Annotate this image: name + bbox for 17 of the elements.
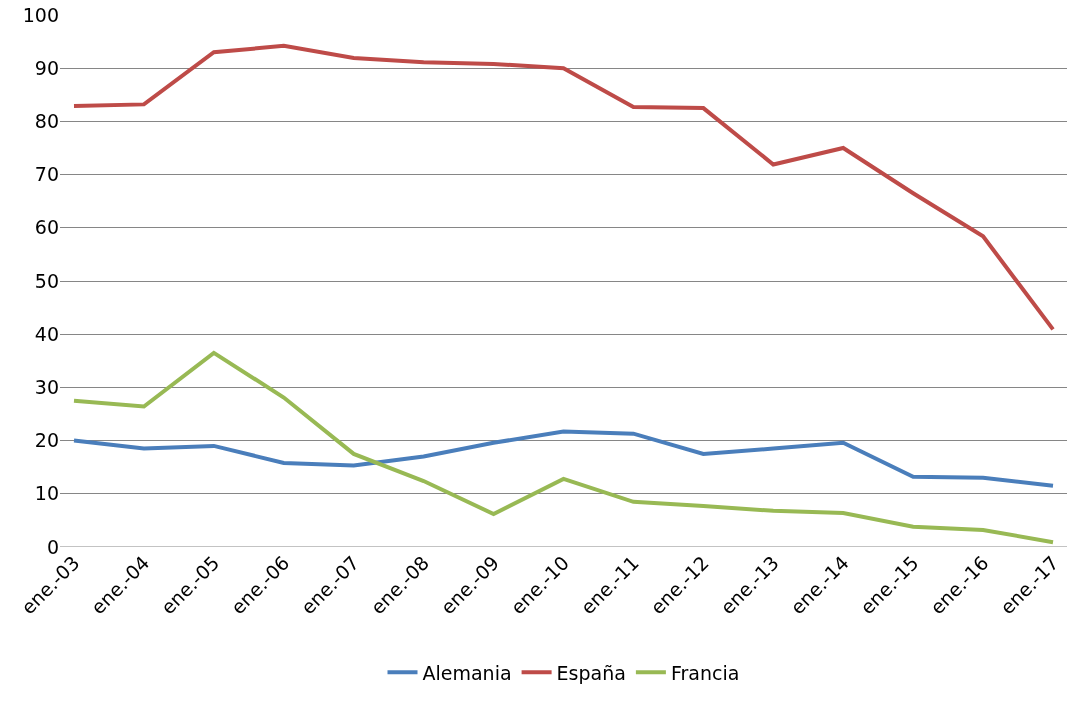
line-series: [71, 350, 1056, 545]
y-tick-label: 0: [46, 535, 59, 558]
y-tick-label: 20: [34, 429, 59, 452]
y-tick-label: 70: [34, 163, 59, 186]
y-tick-label: 80: [34, 110, 59, 133]
y-tick-label: 100: [22, 3, 59, 26]
line-series: [71, 429, 1056, 488]
legend-label: España: [556, 661, 626, 684]
y-tick-label: 50: [34, 269, 59, 292]
y-tick-label: 10: [34, 482, 59, 505]
line-series: [71, 43, 1056, 332]
legend-label: Alemania: [422, 661, 512, 684]
y-tick-label: 60: [34, 216, 59, 239]
y-tick-label: 30: [34, 376, 59, 399]
legend-label: Francia: [670, 661, 740, 684]
y-tick-label: 40: [34, 322, 59, 345]
y-tick-label: 90: [34, 56, 59, 79]
